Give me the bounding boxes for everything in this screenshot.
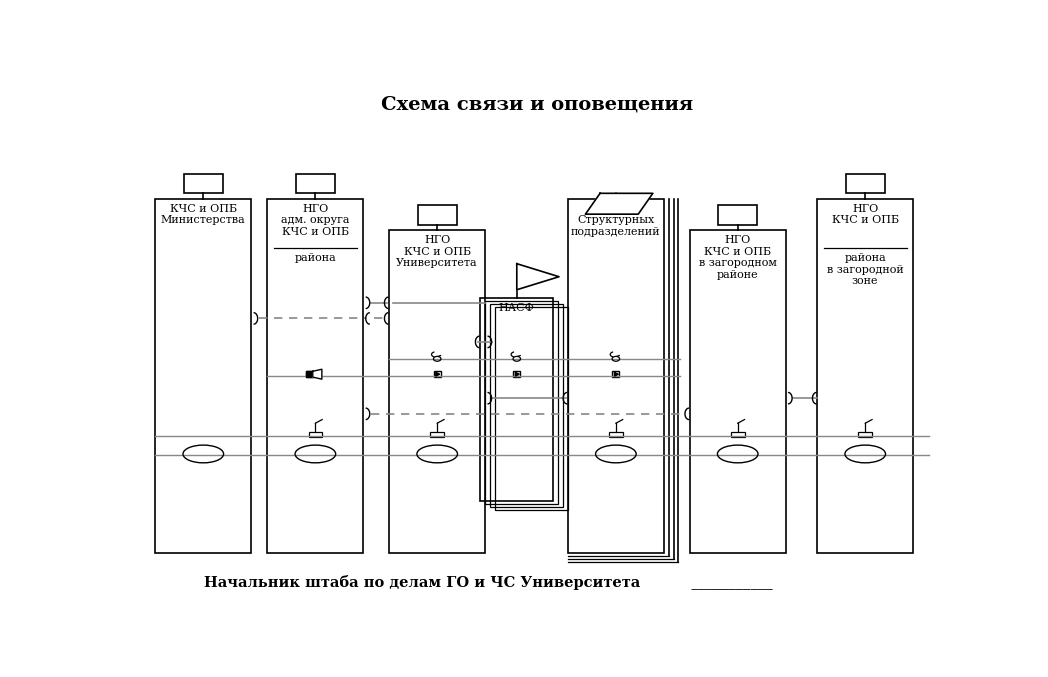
Text: НАСФ: НАСФ — [499, 303, 534, 313]
Text: района: района — [294, 253, 336, 263]
Bar — [514, 372, 521, 377]
Bar — [389, 230, 485, 553]
Text: НГО
КЧС и ОПБ: НГО КЧС и ОПБ — [832, 204, 899, 225]
Bar — [308, 432, 322, 437]
Text: Начальник штаба по делам ГО и ЧС Университета          ___________: Начальник штаба по делам ГО и ЧС Универс… — [204, 575, 772, 590]
Text: КЧС и ОПБ
Министерства: КЧС и ОПБ Министерства — [161, 204, 245, 225]
Bar — [267, 198, 364, 553]
Text: района
в загородной
зоне: района в загородной зоне — [827, 253, 903, 286]
Text: НГО
адм. округа
КЧС и ОПБ: НГО адм. округа КЧС и ОПБ — [281, 204, 350, 237]
Bar — [490, 304, 563, 507]
Text: НГО
КЧС и ОПБ
Университета: НГО КЧС и ОПБ Университета — [396, 235, 478, 268]
Bar — [306, 371, 312, 377]
Bar — [431, 432, 444, 437]
Bar — [846, 173, 885, 194]
Text: НГО
Структурных
подразделений: НГО Структурных подразделений — [571, 204, 660, 237]
Bar — [858, 432, 872, 437]
Polygon shape — [312, 369, 322, 379]
Polygon shape — [436, 372, 440, 376]
Text: НГО
КЧС и ОПБ
в загородном
районе: НГО КЧС и ОПБ в загородном районе — [699, 235, 777, 280]
Polygon shape — [516, 372, 520, 376]
Bar — [296, 173, 335, 194]
Polygon shape — [517, 264, 559, 290]
Bar — [155, 198, 252, 553]
Polygon shape — [586, 194, 653, 214]
Polygon shape — [614, 372, 618, 376]
Bar — [612, 372, 619, 377]
Bar — [480, 298, 553, 501]
Bar — [183, 173, 223, 194]
Bar — [568, 198, 663, 553]
Bar — [434, 372, 441, 377]
Bar — [690, 230, 786, 553]
Bar — [718, 204, 758, 225]
Bar — [306, 371, 312, 377]
Bar — [418, 204, 457, 225]
Bar — [730, 432, 744, 437]
Text: Схема связи и оповещения: Схема связи и оповещения — [381, 95, 693, 114]
Bar — [495, 307, 568, 510]
Bar — [609, 432, 623, 437]
Bar — [485, 301, 559, 504]
Bar — [817, 198, 913, 553]
